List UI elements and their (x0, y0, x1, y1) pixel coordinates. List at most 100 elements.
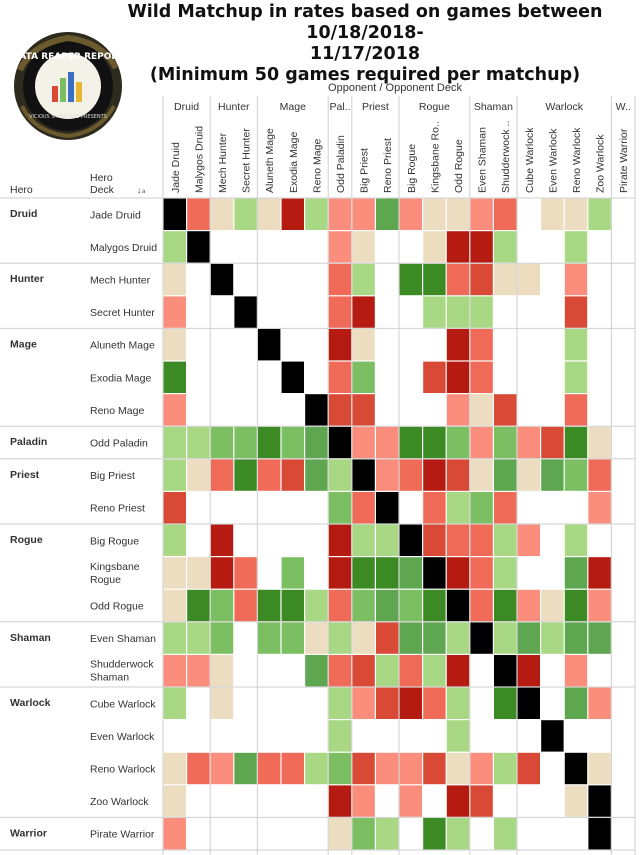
matchup-cell[interactable] (399, 752, 422, 785)
matchup-cell[interactable] (376, 231, 399, 263)
matchup-cell[interactable] (210, 492, 234, 524)
matchup-cell[interactable] (470, 263, 493, 296)
matchup-cell[interactable] (258, 263, 281, 296)
hero-deck-label[interactable]: Secret Hunter (90, 307, 155, 319)
matchup-cell[interactable] (210, 655, 234, 687)
matchup-cell[interactable] (328, 752, 352, 785)
matchup-cell[interactable] (281, 589, 304, 622)
matchup-cell[interactable] (234, 426, 257, 459)
matchup-cell[interactable] (564, 622, 588, 654)
matchup-cell[interactable] (541, 655, 564, 687)
matchup-cell[interactable] (163, 361, 186, 393)
matchup-cell[interactable] (399, 329, 422, 361)
matchup-cell[interactable] (234, 589, 257, 622)
matchup-cell[interactable] (517, 818, 540, 850)
matchup-cell[interactable] (234, 492, 257, 524)
matchup-cell[interactable] (517, 263, 540, 296)
matchup-cell[interactable] (564, 394, 588, 426)
matchup-cell[interactable] (210, 524, 234, 556)
matchup-cell[interactable] (423, 296, 446, 328)
matchup-cell[interactable] (187, 296, 210, 328)
matchup-cell[interactable] (564, 720, 588, 752)
matchup-cell[interactable] (470, 361, 493, 393)
matchup-cell[interactable] (470, 394, 493, 426)
sort-descending-icon[interactable]: ↓ a (137, 185, 146, 195)
matchup-cell[interactable] (376, 655, 399, 687)
matchup-cell[interactable] (588, 231, 611, 263)
matchup-cell[interactable] (328, 720, 352, 752)
matchup-cell[interactable] (234, 361, 257, 393)
matchup-cell[interactable] (281, 329, 304, 361)
matchup-cell[interactable] (564, 198, 588, 230)
matchup-cell[interactable] (258, 622, 281, 654)
hero-deck-label[interactable]: Kingsbane Rogue (90, 561, 140, 586)
matchup-cell[interactable] (258, 524, 281, 556)
matchup-cell[interactable] (210, 557, 234, 589)
matchup-cell[interactable] (234, 198, 257, 230)
matchup-cell[interactable] (328, 394, 352, 426)
matchup-cell[interactable] (564, 752, 588, 785)
matchup-cell[interactable] (399, 361, 422, 393)
matchup-cell[interactable] (470, 589, 493, 622)
opponent-deck-label[interactable]: Reno Mage (311, 139, 323, 193)
matchup-cell[interactable] (258, 459, 281, 491)
matchup-cell[interactable] (305, 818, 328, 850)
matchup-cell[interactable] (541, 361, 564, 393)
matchup-cell[interactable] (446, 818, 470, 850)
matchup-cell[interactable] (187, 557, 210, 589)
matchup-cell[interactable] (423, 785, 446, 817)
matchup-cell[interactable] (352, 263, 375, 296)
matchup-cell[interactable] (470, 785, 493, 817)
matchup-cell[interactable] (305, 231, 328, 263)
matchup-cell[interactable] (423, 459, 446, 491)
hero-class-label[interactable]: Warrior (10, 827, 47, 839)
matchup-cell[interactable] (305, 361, 328, 393)
matchup-cell[interactable] (281, 655, 304, 687)
matchup-cell[interactable] (588, 459, 611, 491)
opponent-deck-label[interactable]: Jade Druid (170, 142, 182, 193)
matchup-cell[interactable] (423, 589, 446, 622)
matchup-cell[interactable] (564, 524, 588, 556)
matchup-cell[interactable] (423, 426, 446, 459)
matchup-cell[interactable] (305, 426, 328, 459)
matchup-cell[interactable] (517, 426, 540, 459)
matchup-cell[interactable] (423, 231, 446, 263)
matchup-cell[interactable] (494, 818, 517, 850)
matchup-cell[interactable] (494, 426, 517, 459)
matchup-cell[interactable] (352, 752, 375, 785)
matchup-cell[interactable] (376, 394, 399, 426)
opponent-deck-label[interactable]: Secret Hunter (241, 128, 253, 193)
matchup-cell[interactable] (399, 492, 422, 524)
matchup-cell[interactable] (258, 394, 281, 426)
matchup-cell[interactable] (234, 459, 257, 491)
matchup-cell[interactable] (423, 557, 446, 589)
matchup-cell[interactable] (399, 231, 422, 263)
matchup-cell[interactable] (564, 231, 588, 263)
matchup-cell[interactable] (541, 524, 564, 556)
opponent-class-label[interactable]: Hunter (218, 101, 250, 113)
matchup-cell[interactable] (494, 198, 517, 230)
matchup-cell[interactable] (234, 394, 257, 426)
matchup-cell[interactable] (163, 263, 186, 296)
opponent-class-label[interactable]: Priest (362, 101, 389, 113)
matchup-cell[interactable] (328, 589, 352, 622)
matchup-cell[interactable] (423, 818, 446, 850)
opponent-deck-label[interactable]: Even Shaman (477, 127, 489, 193)
matchup-cell[interactable] (494, 687, 517, 719)
matchup-cell[interactable] (210, 361, 234, 393)
matchup-cell[interactable] (258, 752, 281, 785)
matchup-cell[interactable] (328, 329, 352, 361)
matchup-cell[interactable] (376, 361, 399, 393)
matchup-cell[interactable] (470, 818, 493, 850)
matchup-cell[interactable] (376, 524, 399, 556)
matchup-cell[interactable] (328, 557, 352, 589)
matchup-cell[interactable] (210, 198, 234, 230)
matchup-cell[interactable] (494, 231, 517, 263)
matchup-cell[interactable] (352, 492, 375, 524)
matchup-cell[interactable] (305, 720, 328, 752)
matchup-cell[interactable] (423, 720, 446, 752)
matchup-cell[interactable] (187, 231, 210, 263)
hero-deck-label[interactable]: Reno Priest (90, 503, 145, 515)
matchup-cell[interactable] (494, 752, 517, 785)
matchup-cell[interactable] (258, 818, 281, 850)
